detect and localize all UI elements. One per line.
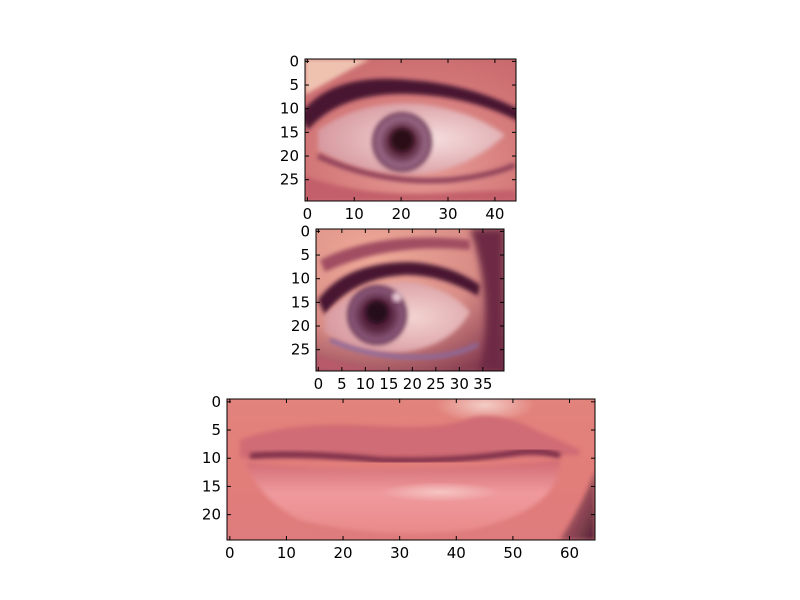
eye-one-x-tick-label: 30	[438, 205, 457, 223]
eye-one-x-tick-label: 0	[303, 205, 313, 223]
eye-one-panel: 0 10 20 30 40 0 5 10 15 20 25	[280, 52, 517, 223]
eye-two-frame	[315, 228, 505, 372]
mouth-x-tick-label: 60	[560, 544, 579, 562]
eye-two-x-tick-label: 30	[450, 375, 469, 393]
eye-two-x-tick-label: 5	[337, 375, 347, 393]
mouth-y-tick-label: 5	[211, 421, 221, 439]
eye-two-y-tick-label: 10	[291, 270, 310, 288]
eye-two-x-ticks: 0 5 10 15 20 25 30 35	[314, 229, 492, 393]
mouth-y-tick-label: 20	[202, 506, 221, 524]
mouth-x-tick-label: 0	[225, 544, 235, 562]
eye-one-y-tick-label: 10	[280, 100, 299, 118]
eye-two-x-tick-label: 25	[426, 375, 445, 393]
eye-one-y-tick-label: 5	[289, 76, 299, 94]
eye-two-x-tick-label: 20	[403, 375, 422, 393]
eye-one-y-ticks: 0 5 10 15 20 25	[280, 52, 516, 189]
eye-one-y-tick-label: 25	[280, 171, 299, 189]
eye-two-y-ticks: 0 5 10 15 20 25	[291, 222, 504, 359]
eye-two-x-tick-label: 0	[314, 375, 324, 393]
eye-two-y-tick-label: 0	[300, 222, 310, 240]
eye-two-y-tick-label: 15	[291, 293, 310, 311]
mouth-y-tick-label: 0	[211, 393, 221, 411]
mouth-x-tick-label: 10	[277, 544, 296, 562]
eye-one-y-tick-label: 20	[280, 147, 299, 165]
eye-one-y-tick-label: 0	[289, 52, 299, 70]
mouth-frame	[226, 398, 596, 541]
mouth-x-tick-label: 50	[503, 544, 522, 562]
eye-one-x-tick-label: 20	[392, 205, 411, 223]
mouth-image	[227, 399, 595, 540]
eye-two-x-tick-label: 10	[356, 375, 375, 393]
eye-two-x-tick-label: 35	[473, 375, 492, 393]
mouth-x-tick-label: 40	[447, 544, 466, 562]
mouth-x-ticks: 0 10 20 30 40 50 60	[225, 399, 579, 562]
eye-two-y-tick-label: 25	[291, 341, 310, 359]
mouth-y-ticks: 0 5 10 15 20	[202, 393, 595, 524]
mouth-y-tick-label: 15	[202, 477, 221, 495]
mouth-x-tick-label: 20	[334, 544, 353, 562]
eye-one-image	[305, 59, 516, 201]
eye-one-y-tick-label: 15	[280, 123, 299, 141]
eye-two-x-tick-label: 15	[379, 375, 398, 393]
eye-two-image	[316, 229, 504, 371]
mouth-panel: 0 10 20 30 40 50 60 0 5 10 15 20	[202, 393, 596, 562]
eye-two-y-tick-label: 5	[300, 246, 310, 264]
mouth-y-tick-label: 10	[202, 449, 221, 467]
mouth-x-tick-label: 30	[390, 544, 409, 562]
eye-one-x-tick-label: 40	[485, 205, 504, 223]
eye-one-frame	[304, 58, 517, 202]
eye-one-x-ticks: 0 10 20 30 40	[303, 59, 504, 223]
eye-one-x-tick-label: 10	[345, 205, 364, 223]
eye-two-y-tick-label: 20	[291, 317, 310, 335]
